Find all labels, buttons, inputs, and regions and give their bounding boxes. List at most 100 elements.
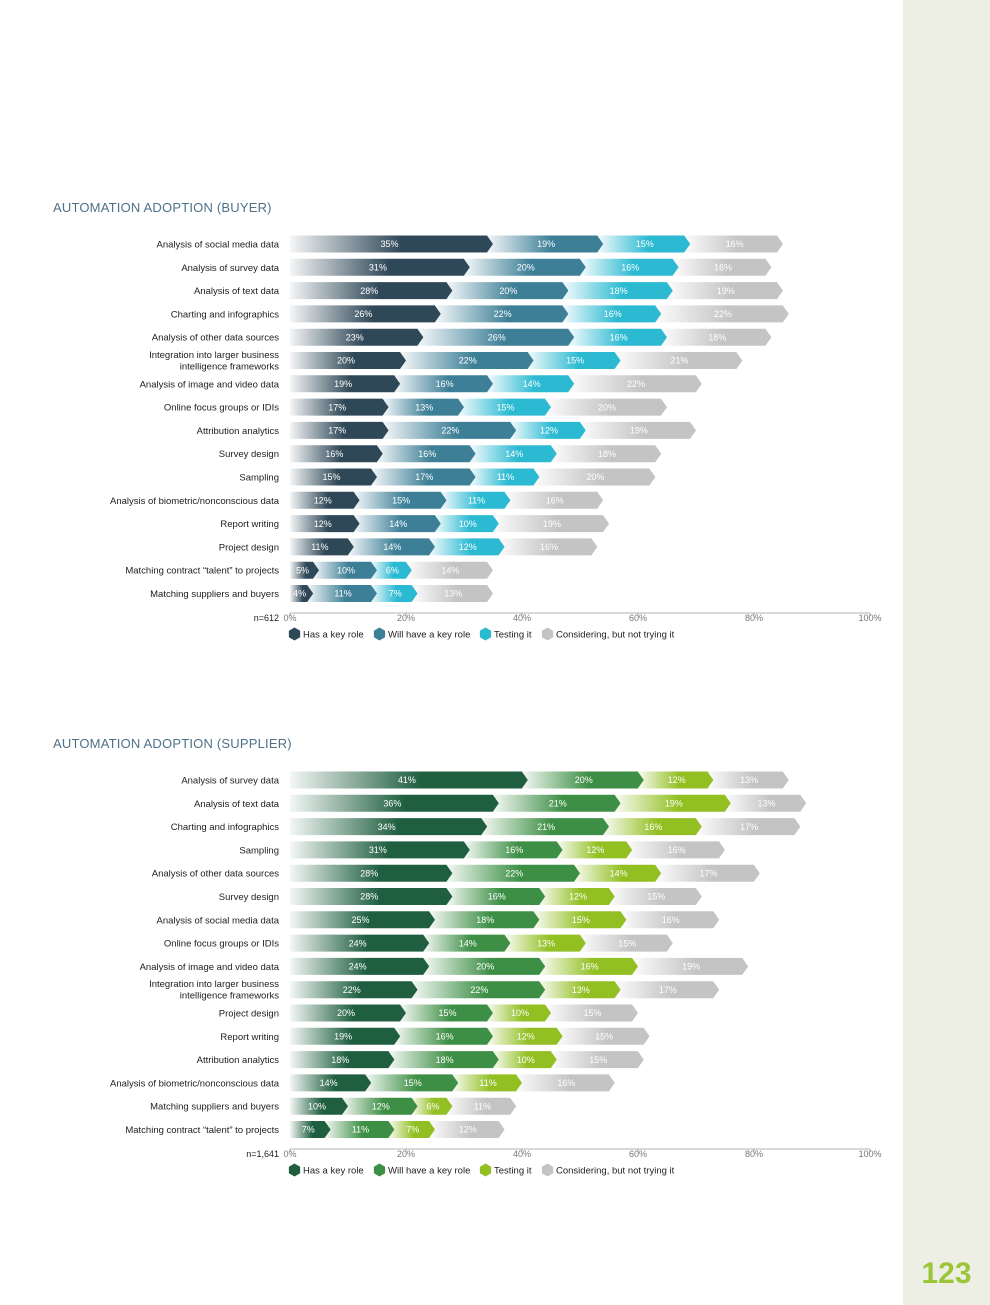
legend-label: Testing it: [494, 1166, 532, 1177]
category-label: Matching contract “talent” to projects: [125, 566, 279, 577]
bar-value-label: 16%: [726, 239, 744, 249]
legend-swatch-icon: [541, 627, 554, 641]
bar-segment: [637, 771, 714, 789]
bar-segment: [290, 957, 430, 975]
legend-item: Testing it: [479, 1163, 532, 1177]
category-label: Analysis of survey data: [181, 776, 279, 787]
bar-value-label: 20%: [517, 263, 535, 273]
bar-segment: [446, 888, 546, 905]
bar-value-label: 19%: [630, 426, 648, 436]
bar-value-label: 34%: [378, 822, 396, 832]
bar-segment: [556, 841, 633, 859]
legend-swatch-icon: [479, 1163, 492, 1177]
category-label: Project design: [219, 542, 279, 553]
page-number: 123: [921, 1257, 972, 1290]
bar-value-label: 15%: [322, 472, 340, 482]
bar-value-label: 28%: [360, 868, 378, 878]
bar-segment: [290, 1074, 372, 1092]
bar-segment: [371, 468, 476, 486]
bar-segment: [707, 771, 789, 789]
bar-value-label: 15%: [392, 496, 410, 506]
bar-segment: [533, 911, 627, 929]
bar-segment: [603, 818, 702, 836]
bar-segment: [672, 258, 772, 276]
bar-segment: [290, 841, 470, 859]
bar-segment: [290, 818, 488, 836]
bar-value-label: 15%: [566, 356, 584, 366]
sample-size-label: n=612: [254, 613, 279, 623]
x-tick-label: 20%: [397, 613, 415, 623]
category-label: Sampling: [239, 473, 279, 484]
legend-swatch-icon: [373, 1163, 386, 1177]
bar-value-label: 23%: [346, 332, 364, 342]
bar-segment: [290, 468, 377, 486]
bar-value-label: 6%: [386, 565, 399, 575]
bar-segment: [655, 864, 760, 882]
bar-segment: [434, 515, 499, 533]
category-label: Project design: [219, 1009, 279, 1020]
category-label: Analysis of social media data: [156, 240, 279, 251]
bar-segment: [388, 1051, 499, 1069]
bar-value-label: 10%: [517, 1055, 535, 1065]
bar-value-label: 31%: [369, 845, 387, 855]
bar-value-label: 18%: [610, 286, 628, 296]
category-label: Survey design: [219, 449, 279, 460]
legend-swatch-icon: [479, 627, 492, 641]
bar-segment: [307, 585, 377, 602]
legend-label: Will have a key role: [388, 1166, 470, 1177]
bar-segment: [452, 1074, 522, 1092]
x-tick-label: 40%: [513, 613, 531, 623]
bar-segment: [347, 538, 435, 556]
bar-segment: [423, 957, 546, 975]
bar-value-label: 12%: [372, 1101, 390, 1111]
x-tick-label: 0%: [283, 613, 296, 623]
bar-segment: [463, 258, 586, 276]
legend-item: Has a key role: [288, 1163, 364, 1177]
bar-segment: [510, 421, 586, 439]
legend-swatch-icon: [373, 627, 386, 641]
bar-value-label: 18%: [476, 915, 494, 925]
bar-value-label: 16%: [644, 822, 662, 832]
legend-item: Considering, but not trying it: [541, 627, 675, 641]
bar-segment: [290, 491, 360, 509]
legend-label: Will have a key role: [388, 630, 470, 641]
bar-value-label: 14%: [610, 868, 628, 878]
bar-segment: [324, 1121, 395, 1138]
bar-value-label: 20%: [499, 286, 517, 296]
bar-value-label: 14%: [389, 519, 407, 529]
bar-segment: [666, 282, 783, 300]
bar-value-label: 26%: [488, 332, 506, 342]
bar-value-label: 12%: [314, 496, 332, 506]
bar-segment: [597, 235, 691, 253]
bar-segment: [313, 561, 377, 579]
bar-segment: [388, 1121, 435, 1138]
bar-value-label: 10%: [459, 519, 477, 529]
bar-segment: [487, 1027, 563, 1045]
bar-value-label: 15%: [618, 938, 636, 948]
bar-value-label: 17%: [699, 868, 717, 878]
bar-value-label: 11%: [311, 542, 328, 552]
bar-segment: [539, 957, 638, 975]
bar-segment: [290, 561, 319, 579]
category-label: Matching suppliers and buyers: [150, 589, 279, 600]
bar-segment: [446, 282, 569, 300]
bar-value-label: 26%: [354, 309, 372, 319]
bar-segment: [614, 794, 731, 812]
buyer-chart-title: AUTOMATION ADOPTION (BUYER): [53, 200, 272, 215]
category-label: Integration into larger business intellig…: [149, 979, 279, 1002]
bar-segment: [446, 864, 580, 882]
x-tick-label: 80%: [745, 613, 763, 623]
bar-value-label: 12%: [459, 542, 477, 552]
bar-segment: [371, 585, 418, 602]
bar-segment: [620, 911, 720, 929]
bar-value-label: 22%: [343, 985, 361, 995]
bar-segment: [365, 1074, 459, 1092]
bar-segment: [487, 235, 604, 253]
bar-segment: [533, 468, 656, 486]
bar-value-label: 12%: [517, 1032, 535, 1042]
bar-value-label: 19%: [665, 799, 683, 809]
bar-segment: [539, 888, 615, 905]
bar-value-label: 28%: [360, 892, 378, 902]
bar-value-label: 7%: [302, 1125, 315, 1135]
supplier-chart-title: AUTOMATION ADOPTION (SUPPLIER): [53, 736, 292, 751]
